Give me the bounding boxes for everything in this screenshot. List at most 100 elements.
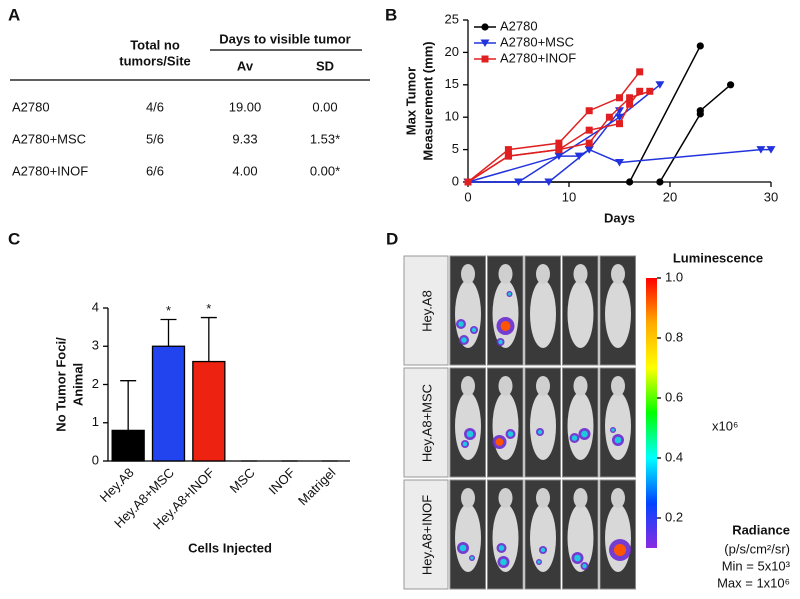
panel-label: B [385,5,397,24]
signal-core [495,438,504,446]
table-header: Days to visible tumor [219,31,350,46]
y-tick-label: 4 [92,299,99,314]
row-label: Hey.A8+MSC [419,384,434,462]
table-cell: 0.00 [312,99,337,114]
error-bar [160,318,177,347]
mouse-head [536,376,550,396]
table-cell: 1.53* [310,131,340,146]
y-tick-label: 15 [445,76,459,91]
mouse [605,392,631,460]
series-line [467,90,641,183]
signal-core [462,441,468,447]
x-tick-label: INOF [265,465,298,498]
y-tick-label: 3 [92,338,99,353]
x-tick-label: 20 [663,189,677,204]
y-axis-label: Measurement (mm) [420,41,435,160]
signal-core [611,428,615,432]
signal-core [537,560,541,564]
signal-core [470,556,474,560]
marker [656,178,664,186]
y-tick-label: 2 [92,376,99,391]
table-cell: 6/6 [146,163,164,178]
table-cell: 9.33 [232,131,257,146]
colorbar-tick-label: 1.0 [665,269,683,284]
marker [636,68,644,76]
mouse-head [573,376,588,396]
y-tick-label: 25 [445,11,459,26]
marker [727,81,735,89]
table-cell: 0.00* [310,163,340,178]
y-tick-label: 5 [452,141,459,156]
error-bar [120,380,137,431]
x-tick-label: 10 [562,189,576,204]
marker [464,178,472,186]
x-tick-label: MSC [227,465,258,496]
table-header: tumors/Site [119,53,191,68]
marker [585,139,593,147]
signal-core [466,430,474,438]
table-cell: 4/6 [146,99,164,114]
marker [626,94,634,102]
table-cell: 19.00 [229,99,262,114]
signal-core [500,321,511,331]
colorbar-tick-label: 0.2 [665,509,683,524]
y-tick-label: 1 [92,414,99,429]
mouse [530,392,556,460]
table-cell: A2780+MSC [12,131,86,146]
mouse-head [611,488,625,508]
marker [626,100,634,108]
legend-label: A2780 [500,18,538,33]
signal-core [582,563,587,569]
mouse [530,504,556,572]
signal-core [581,430,588,438]
colorbar-tick-label: 0.8 [665,329,683,344]
marker [555,139,563,147]
notes-line: Min = 5x10³ [722,558,791,573]
mouse [567,392,594,460]
mouse-head [573,264,588,284]
marker [555,146,563,154]
mouse [492,504,519,572]
mouse-head [498,264,513,284]
marker [584,146,594,154]
signal-core [537,429,543,435]
marker [504,146,512,154]
legend-label: A2780+INOF [500,50,576,65]
panel-label: A [8,5,20,24]
x-axis-label: Days [604,210,635,225]
notes-line: Max = 1x10⁶ [717,575,790,590]
mouse [492,392,519,460]
bar [151,345,186,462]
series-line [468,110,621,183]
colorbar-tick-label: 0.6 [665,389,683,404]
marker [544,178,554,186]
table-cell: 4.00 [232,163,257,178]
marker [766,146,776,154]
marker [616,120,623,128]
legend-marker [481,55,489,63]
error-bar [200,316,217,362]
colorbar [646,278,657,548]
marker [646,87,654,95]
row-label-cell [403,479,449,590]
mouse-head [536,488,550,508]
y-tick-label: 0 [452,173,459,188]
mouse [567,280,594,348]
legend-marker [480,39,490,47]
significance: * [206,301,211,316]
row-label: Hey.A8 [419,290,434,332]
colorbar-unit: x10⁶ [712,418,738,433]
table-header: Av [237,58,254,73]
marker [696,42,704,50]
signal-core [574,554,581,562]
mouse-head [498,488,513,508]
series-line [659,84,732,183]
signal-core [571,435,578,441]
marker [585,126,593,134]
marker [756,146,766,154]
series-line [467,71,641,183]
x-tick-label: 30 [764,189,778,204]
y-tick-label: 10 [445,109,459,124]
signal-core [461,337,467,343]
panel-label: D [386,229,398,248]
